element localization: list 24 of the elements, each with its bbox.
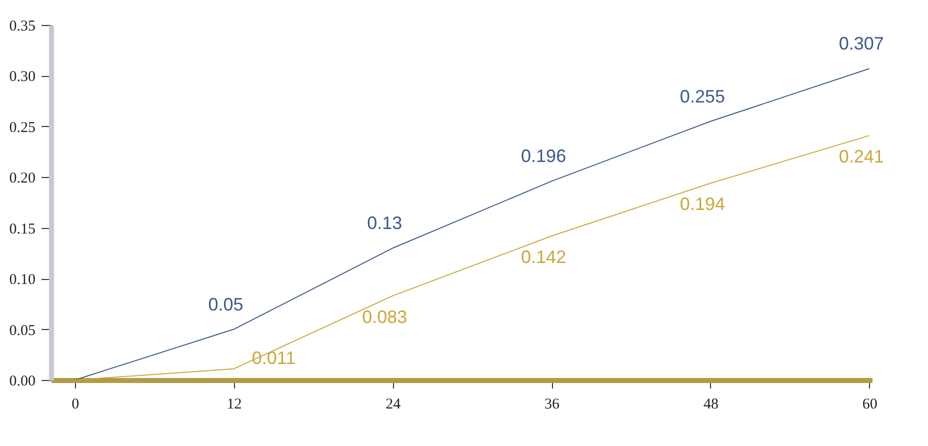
data-label: 0.05 bbox=[208, 294, 244, 314]
data-label: 0.083 bbox=[362, 306, 408, 327]
data-label: 0.196 bbox=[521, 146, 566, 166]
y-tick-label: 0.35 bbox=[9, 18, 36, 34]
x-tick-label: 60 bbox=[862, 396, 878, 412]
x-tick-label: 0 bbox=[72, 396, 80, 412]
x-tick-label: 48 bbox=[703, 396, 718, 412]
data-label: 0.241 bbox=[838, 146, 884, 167]
y-tick-label: 0.20 bbox=[9, 170, 36, 187]
y-tick-label: 0.15 bbox=[9, 221, 36, 238]
data-label: 0.142 bbox=[521, 246, 566, 267]
x-tick-label: 36 bbox=[544, 396, 560, 412]
data-label: 0.194 bbox=[680, 194, 725, 214]
y-tick-label: 0.25 bbox=[9, 120, 36, 136]
data-label: 0.011 bbox=[252, 348, 296, 368]
x-tick-label: 24 bbox=[386, 396, 402, 412]
data-label: 0.255 bbox=[680, 86, 725, 106]
data-label: 0.307 bbox=[838, 34, 884, 54]
y-tick-label: 0.10 bbox=[9, 272, 36, 288]
y-tick-label: 0.00 bbox=[9, 374, 36, 390]
y-tick-label: 0.30 bbox=[9, 69, 36, 86]
x-tick-label: 12 bbox=[226, 396, 242, 412]
data-label: 0.13 bbox=[367, 213, 402, 234]
y-tick-label: 0.05 bbox=[9, 322, 36, 339]
